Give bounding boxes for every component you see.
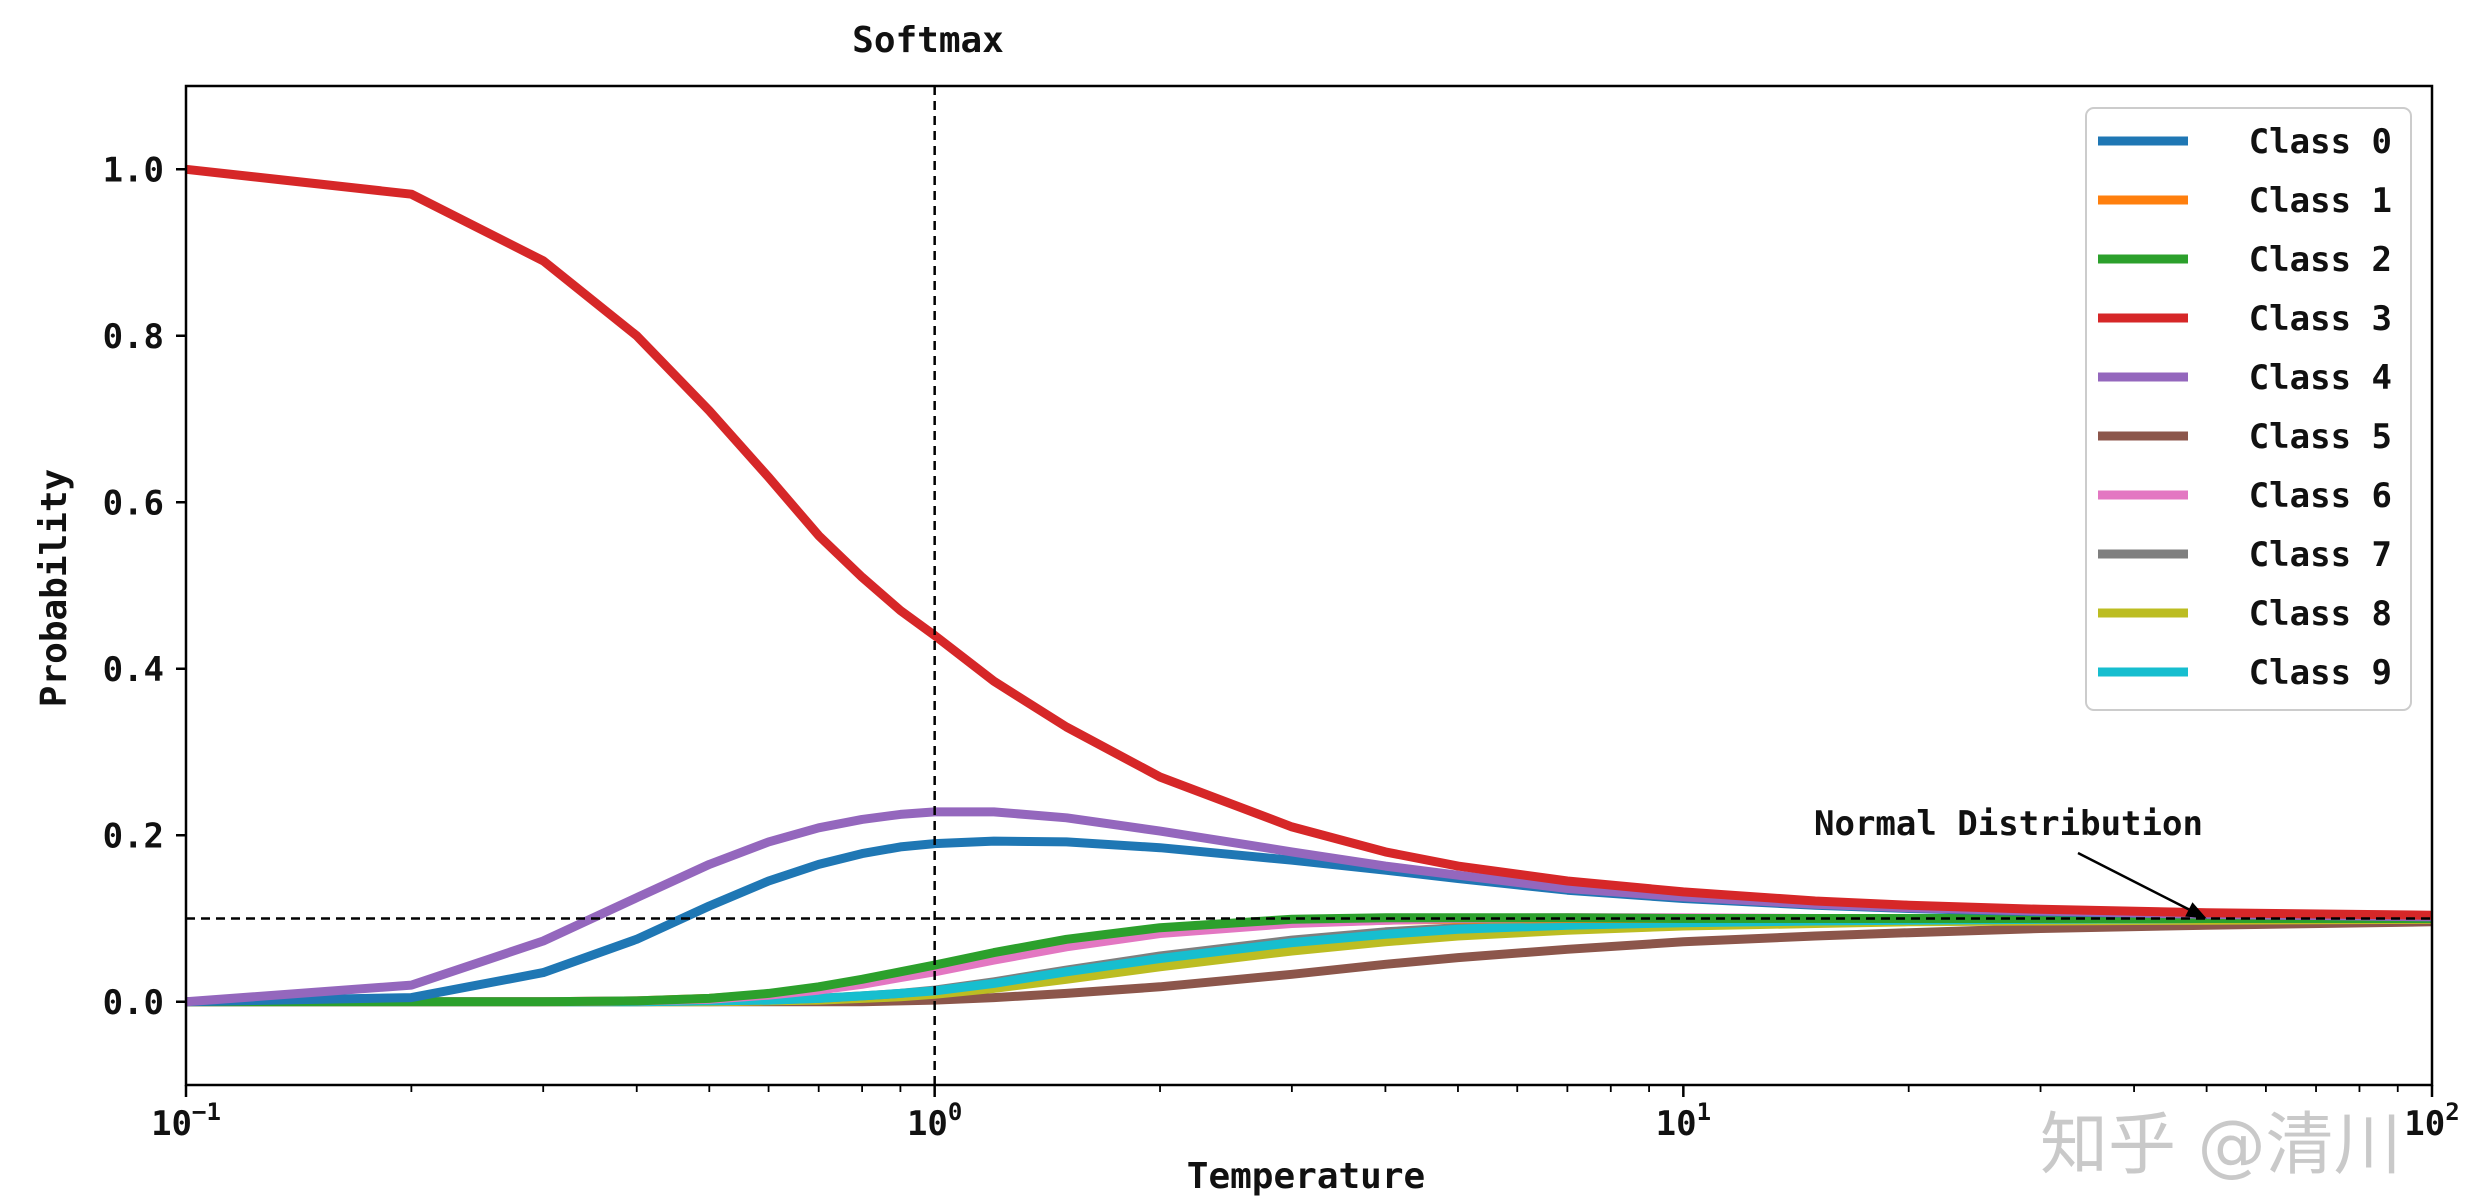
legend: Class 0 Class 1 Class 2 Class 3 Class 4 Class… <box>2085 107 2412 711</box>
legend-label: Class 1 <box>2249 181 2392 221</box>
watermark: 知乎 @清川 <box>2040 1106 2402 1185</box>
x-tick-label: 102 <box>2404 1098 2459 1144</box>
legend-label: Class 2 <box>2249 240 2392 280</box>
x-axis-ticks: 10−1 100 101 102 <box>151 1085 2460 1144</box>
y-tick-label: 0.2 <box>103 816 164 856</box>
y-tick-label: 0.0 <box>103 983 164 1023</box>
series-line-class-3 <box>185 164 2433 920</box>
annotation-text: Normal Distribution <box>1814 804 2203 844</box>
legend-label: Class 6 <box>2249 476 2392 516</box>
legend-label: Class 5 <box>2249 417 2392 457</box>
y-tick-label: 0.6 <box>103 483 164 523</box>
chart-title: Softmax <box>852 20 1004 61</box>
x-tick-label: 100 <box>907 1098 962 1144</box>
annotation-arrowhead <box>2185 902 2207 919</box>
legend-label: Class 9 <box>2249 653 2392 693</box>
legend-label: Class 7 <box>2249 535 2392 575</box>
x-tick-label: 10−1 <box>151 1098 221 1144</box>
y-tick-label: 1.0 <box>103 150 164 190</box>
annotation-arrow <box>2077 851 2190 911</box>
y-axis-label: Probability <box>34 469 75 707</box>
y-axis-ticks: 0.0 0.2 0.4 0.6 0.8 1.0 <box>103 150 186 1023</box>
x-axis-minor-ticks <box>410 1085 2399 1092</box>
x-tick-label: 101 <box>1656 1098 1711 1144</box>
y-tick-label: 0.8 <box>103 317 164 357</box>
legend-label: Class 3 <box>2249 299 2392 339</box>
legend-label: Class 0 <box>2249 122 2392 162</box>
normal-distribution-annotation: Normal Distribution <box>1814 804 2207 919</box>
series-line-class-2 <box>186 913 2432 1007</box>
plot-frame <box>184 84 2434 1087</box>
x-axis-label: Temperature <box>1187 1156 1425 1197</box>
reference-lines <box>186 86 2432 1085</box>
plot-lines <box>185 164 2433 1007</box>
legend-label: Class 4 <box>2249 358 2392 398</box>
legend-label: Class 8 <box>2249 594 2392 634</box>
y-tick-label: 0.4 <box>103 650 164 690</box>
